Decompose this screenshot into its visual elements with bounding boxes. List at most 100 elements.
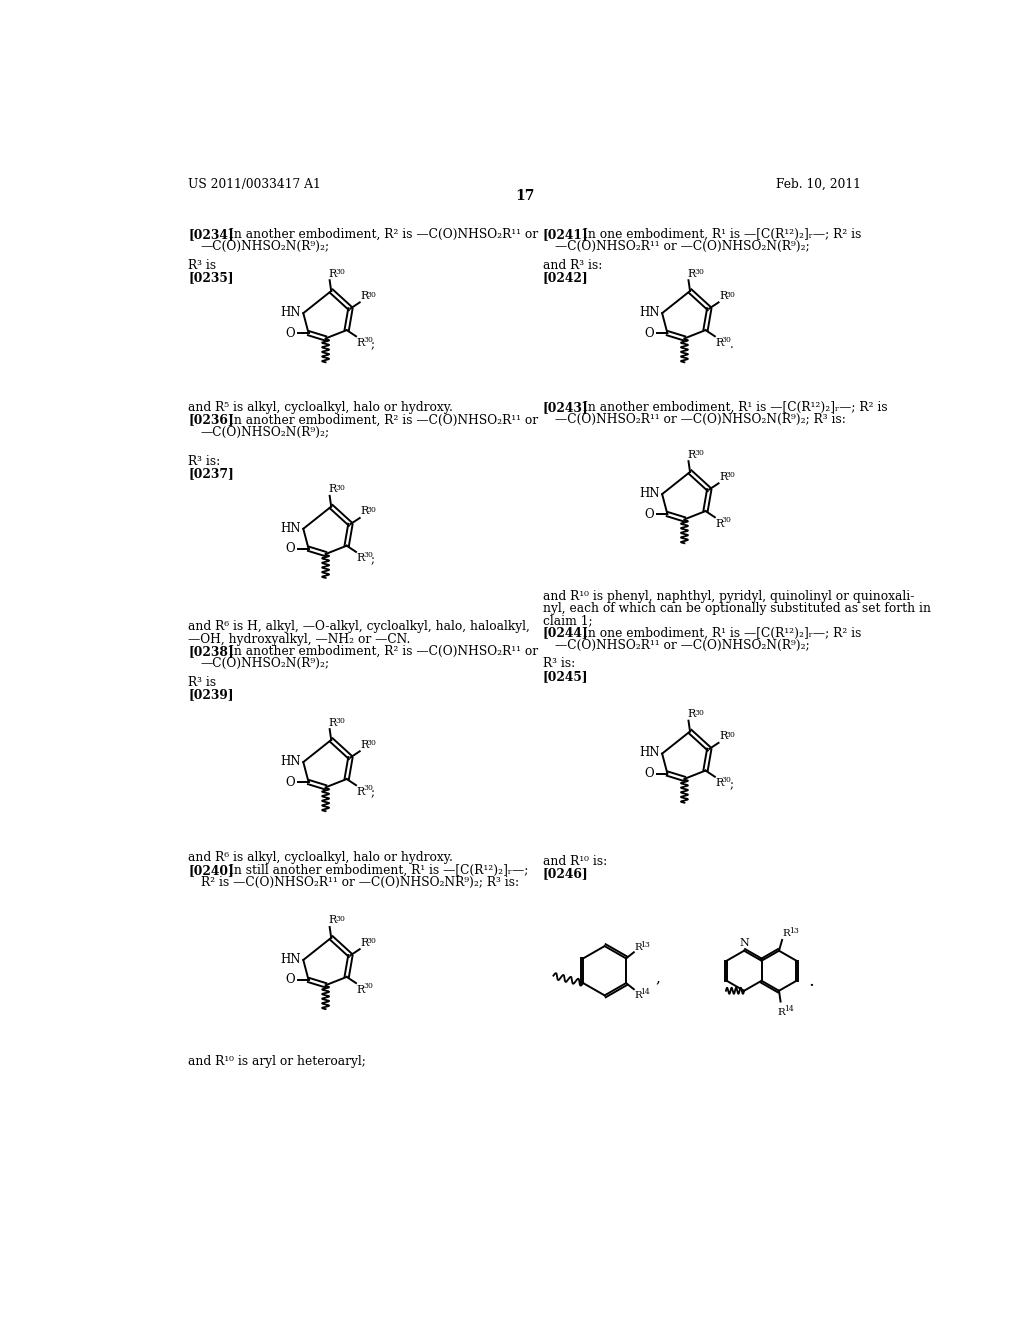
Text: R: R [777, 1007, 785, 1016]
Text: —C(O)NHSO₂N(R⁹)₂;: —C(O)NHSO₂N(R⁹)₂; [201, 425, 330, 438]
Text: —OH, hydroxyalkyl, —NH₂ or —CN.: —OH, hydroxyalkyl, —NH₂ or —CN. [188, 632, 411, 645]
Text: Feb. 10, 2011: Feb. 10, 2011 [776, 178, 861, 190]
Text: 30: 30 [362, 982, 373, 990]
Text: 30: 30 [335, 484, 345, 492]
Text: R: R [688, 709, 696, 719]
Text: 13: 13 [640, 941, 650, 949]
Text: [0244]: [0244] [543, 627, 588, 640]
Text: HN: HN [639, 306, 659, 319]
Text: 30: 30 [367, 506, 377, 515]
Text: nyl, each of which can be optionally substituted as set forth in: nyl, each of which can be optionally sub… [543, 602, 931, 615]
Text: R: R [688, 269, 696, 279]
Text: In another embodiment, R² is —C(O)NHSO₂R¹¹ or: In another embodiment, R² is —C(O)NHSO₂R… [228, 645, 538, 659]
Text: 30: 30 [694, 268, 703, 276]
Text: O: O [644, 508, 654, 520]
Text: R: R [356, 553, 365, 564]
Text: —C(O)NHSO₂R¹¹ or —C(O)NHSO₂N(R⁹)₂; R³ is:: —C(O)NHSO₂R¹¹ or —C(O)NHSO₂N(R⁹)₂; R³ is… [555, 413, 846, 426]
Text: R: R [716, 519, 724, 529]
Text: 30: 30 [362, 784, 373, 792]
Text: R³ is: R³ is [188, 259, 216, 272]
Text: R: R [716, 338, 724, 347]
Text: R: R [360, 290, 369, 301]
Text: R: R [716, 779, 724, 788]
Text: [0246]: [0246] [543, 867, 588, 880]
Text: R: R [329, 269, 337, 279]
Text: R: R [688, 450, 696, 459]
Text: and R⁵ is alkyl, cycloalkyl, halo or hydroxy.: and R⁵ is alkyl, cycloalkyl, halo or hyd… [188, 401, 454, 414]
Text: R: R [360, 507, 369, 516]
Text: In one embodiment, R¹ is —[C(R¹²)₂]ᵣ—; R² is: In one embodiment, R¹ is —[C(R¹²)₂]ᵣ—; R… [583, 627, 861, 640]
Text: O: O [286, 973, 295, 986]
Text: 14: 14 [640, 987, 650, 995]
Text: R: R [719, 471, 728, 482]
Text: —C(O)NHSO₂N(R⁹)₂;: —C(O)NHSO₂N(R⁹)₂; [201, 240, 330, 253]
Text: ;: ; [371, 553, 375, 566]
Text: ;: ; [371, 787, 375, 800]
Text: [0239]: [0239] [188, 688, 233, 701]
Text: HN: HN [281, 306, 301, 319]
Text: R: R [635, 942, 642, 952]
Text: —C(O)NHSO₂R¹¹ or —C(O)NHSO₂N(R⁹)₂;: —C(O)NHSO₂R¹¹ or —C(O)NHSO₂N(R⁹)₂; [555, 240, 810, 253]
Text: [0234]: [0234] [188, 227, 234, 240]
Text: 17: 17 [515, 189, 535, 203]
Text: 30: 30 [726, 471, 735, 479]
Text: and R¹⁰ is phenyl, naphthyl, pyridyl, quinolinyl or quinoxali-: and R¹⁰ is phenyl, naphthyl, pyridyl, qu… [543, 590, 914, 603]
Text: [0238]: [0238] [188, 645, 234, 659]
Text: R: R [329, 484, 337, 494]
Text: .: . [809, 972, 814, 990]
Text: HN: HN [281, 521, 301, 535]
Text: R² is —C(O)NHSO₂R¹¹ or —C(O)NHSO₂NR⁹)₂; R³ is:: R² is —C(O)NHSO₂R¹¹ or —C(O)NHSO₂NR⁹)₂; … [201, 876, 519, 890]
Text: R: R [356, 985, 365, 994]
Text: R³ is:: R³ is: [188, 455, 221, 467]
Text: In another embodiment, R² is —C(O)NHSO₂R¹¹ or: In another embodiment, R² is —C(O)NHSO₂R… [228, 227, 538, 240]
Text: R: R [356, 338, 365, 347]
Text: O: O [286, 326, 295, 339]
Text: R: R [783, 929, 791, 939]
Text: 30: 30 [367, 937, 377, 945]
Text: In another embodiment, R² is —C(O)NHSO₂R¹¹ or: In another embodiment, R² is —C(O)NHSO₂R… [228, 413, 538, 426]
Text: ;: ; [371, 338, 375, 351]
Text: ,: , [655, 972, 660, 985]
Text: R: R [356, 787, 365, 797]
Text: [0240]: [0240] [188, 863, 234, 876]
Text: 30: 30 [335, 268, 345, 276]
Text: R³ is: R³ is [188, 676, 216, 689]
Text: HN: HN [639, 487, 659, 500]
Text: R: R [360, 937, 369, 948]
Text: [0241]: [0241] [543, 227, 588, 240]
Text: 30: 30 [722, 335, 732, 343]
Text: R: R [635, 991, 642, 999]
Text: R: R [719, 290, 728, 301]
Text: [0235]: [0235] [188, 271, 233, 284]
Text: and R¹⁰ is aryl or heteroaryl;: and R¹⁰ is aryl or heteroaryl; [188, 1056, 367, 1068]
Text: 30: 30 [362, 552, 373, 560]
Text: ;: ; [729, 779, 733, 791]
Text: 30: 30 [335, 915, 345, 923]
Text: and R³ is:: and R³ is: [543, 259, 602, 272]
Text: R: R [360, 739, 369, 750]
Text: 30: 30 [367, 739, 377, 747]
Text: 30: 30 [694, 709, 703, 717]
Text: 30: 30 [694, 449, 703, 457]
Text: In still another embodiment, R¹ is —[C(R¹²)₂]ᵣ—;: In still another embodiment, R¹ is —[C(R… [228, 863, 528, 876]
Text: and R⁶ is H, alkyl, —O-alkyl, cycloalkyl, halo, haloalkyl,: and R⁶ is H, alkyl, —O-alkyl, cycloalkyl… [188, 620, 530, 634]
Text: 30: 30 [335, 717, 345, 725]
Text: R: R [329, 916, 337, 925]
Text: In another embodiment, R¹ is —[C(R¹²)₂]ᵣ—; R² is: In another embodiment, R¹ is —[C(R¹²)₂]ᵣ… [583, 401, 888, 414]
Text: [0242]: [0242] [543, 271, 588, 284]
Text: 30: 30 [722, 776, 732, 784]
Text: [0245]: [0245] [543, 669, 588, 682]
Text: and R¹⁰ is:: and R¹⁰ is: [543, 855, 607, 869]
Text: N: N [739, 939, 749, 949]
Text: —C(O)NHSO₂R¹¹ or —C(O)NHSO₂N(R⁹)₂;: —C(O)NHSO₂R¹¹ or —C(O)NHSO₂N(R⁹)₂; [555, 639, 810, 652]
Text: HN: HN [281, 953, 301, 966]
Text: US 2011/0033417 A1: US 2011/0033417 A1 [188, 178, 322, 190]
Text: 30: 30 [367, 290, 377, 298]
Text: [0243]: [0243] [543, 401, 588, 414]
Text: O: O [644, 767, 654, 780]
Text: [0237]: [0237] [188, 467, 234, 480]
Text: 14: 14 [783, 1005, 794, 1012]
Text: O: O [286, 543, 295, 556]
Text: .: . [729, 338, 733, 351]
Text: [0236]: [0236] [188, 413, 234, 426]
